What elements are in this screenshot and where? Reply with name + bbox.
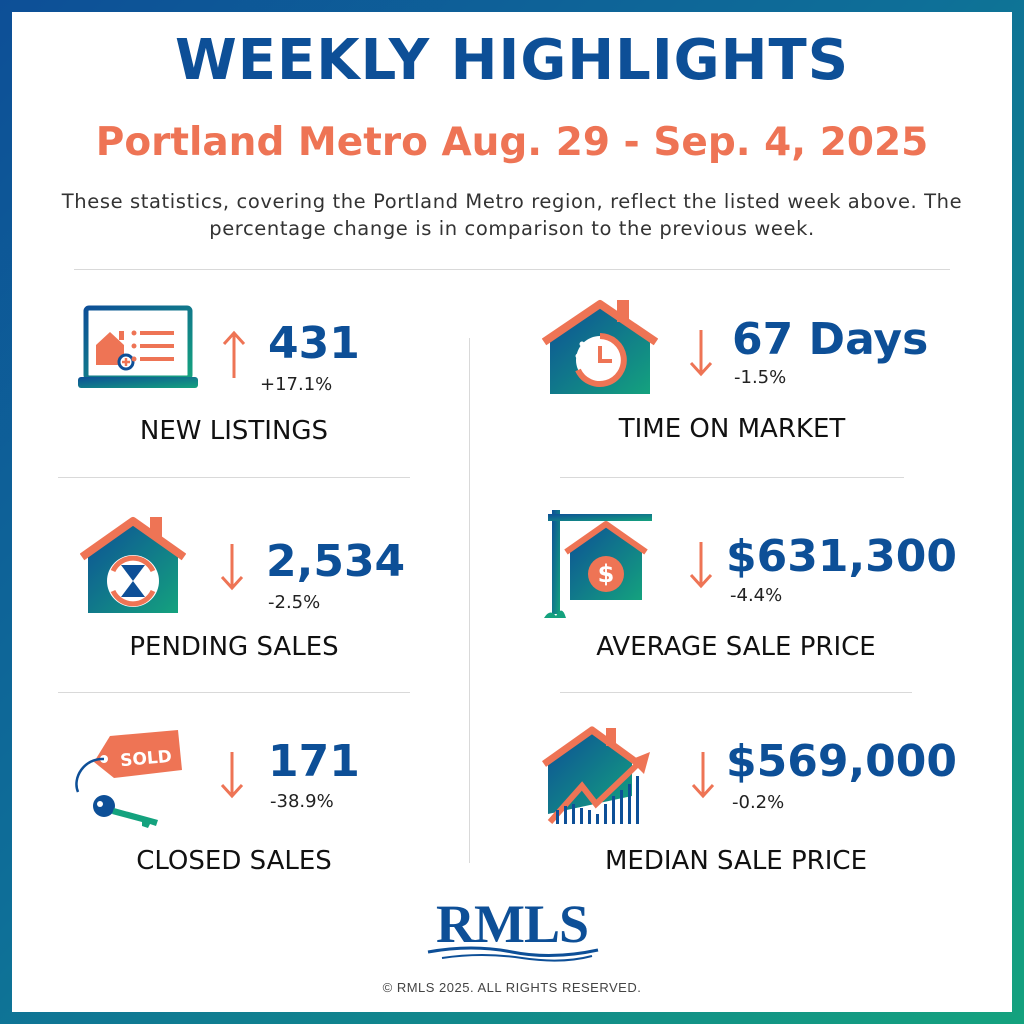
arrow-down-icon [689,330,713,377]
divider-left-2 [58,692,410,693]
sold-tag-key-icon: SOLD [75,730,182,828]
stat-change: -4.4% [730,585,783,606]
stat-change: -0.2% [732,792,785,813]
arrow-down-icon [691,752,715,799]
stat-label: MEDIAN SALE PRICE [605,846,867,876]
laptop-listing-icon [78,305,198,388]
arrow-down-icon [220,544,244,591]
page-description: These statistics, covering the Portland … [61,190,963,240]
stat-value: $631,300 [726,531,958,582]
stat-value: 2,534 [266,536,406,587]
stat-label: CLOSED SALES [136,846,332,876]
stat-value: 431 [268,318,360,369]
stat-value: 67 Days [732,314,929,365]
svg-text:$: $ [598,560,615,588]
house-hourglass-icon [80,517,186,613]
arrow-up-icon [222,330,246,378]
copyright-text: © RMLS 2025. ALL RIGHTS RESERVED. [382,980,642,995]
stat-label: NEW LISTINGS [139,416,329,446]
center-divider [469,338,470,863]
divider-right-1 [560,477,904,478]
house-clock-icon [542,300,658,394]
stat-change: -2.5% [268,592,321,613]
stat-change: -1.5% [734,367,787,388]
rmls-logo-mark: RMLS [427,894,599,962]
content-panel [12,12,1012,1012]
stat-value: 171 [268,736,360,787]
divider-right-2 [560,692,912,693]
arrow-down-icon [689,542,713,589]
sold-tag-text: SOLD [119,747,172,771]
stat-label: PENDING SALES [129,632,339,662]
divider-left-1 [58,477,410,478]
house-sign-dollar-icon: $ [544,510,652,618]
stat-label: AVERAGE SALE PRICE [596,632,876,662]
page-subtitle: Portland Metro Aug. 29 - Sep. 4, 2025 [95,120,929,165]
stat-value: $569,000 [726,736,958,787]
arrow-down-icon [220,752,244,799]
stat-change: +17.1% [260,374,333,395]
stat-change: -38.9% [270,791,334,812]
rmls-logo: RMLS [0,894,1024,968]
logo-text: RMLS [436,898,588,954]
house-chart-icon [542,726,650,824]
page-title: WEEKLY HIGHLIGHTS [174,28,850,93]
stat-label: TIME ON MARKET [618,414,846,444]
header-divider [74,269,950,270]
